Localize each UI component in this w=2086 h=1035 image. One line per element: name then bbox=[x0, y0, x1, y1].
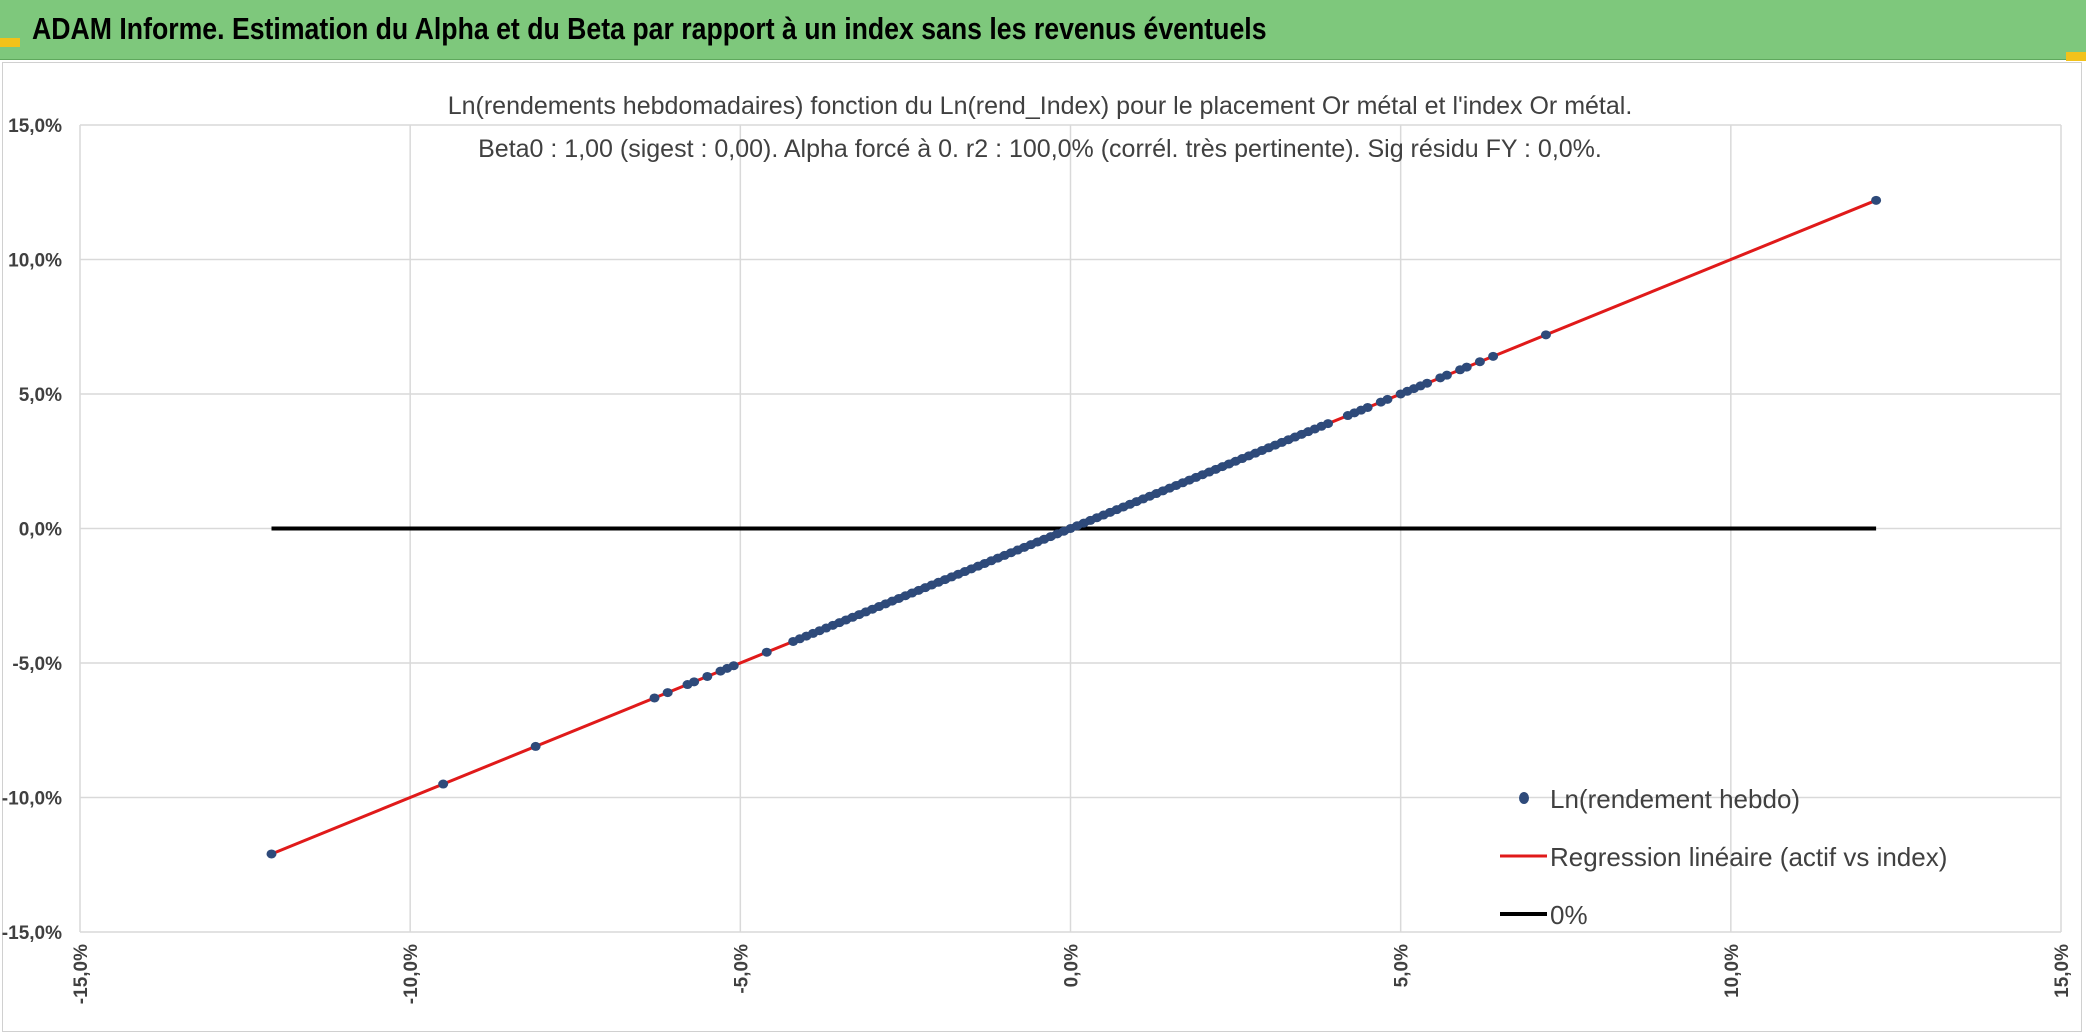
chart-legend: Ln(rendement hebdo) Regression linéaire (… bbox=[1500, 784, 1947, 930]
y-tick-label: 15,0% bbox=[8, 116, 62, 137]
data-point bbox=[1362, 402, 1373, 412]
chart-title: Ln(rendements hebdomadaires) fonction du… bbox=[448, 92, 1633, 163]
corner-marker-right bbox=[2066, 52, 2086, 61]
data-point bbox=[1422, 378, 1433, 388]
data-point bbox=[689, 677, 700, 687]
x-tick-label: 10,0% bbox=[1722, 944, 1743, 998]
x-tick-label: -5,0% bbox=[731, 944, 752, 994]
x-tick-label: 15,0% bbox=[2052, 944, 2073, 998]
chart-series bbox=[266, 195, 1882, 859]
data-point bbox=[662, 688, 673, 698]
data-point bbox=[1488, 351, 1499, 361]
chart-area bbox=[2, 62, 2082, 1032]
data-point bbox=[438, 779, 449, 789]
y-tick-label: 5,0% bbox=[19, 385, 62, 406]
y-tick-label: -5,0% bbox=[12, 654, 62, 675]
legend-label: 0% bbox=[1550, 900, 1588, 930]
data-point bbox=[649, 693, 660, 703]
y-tick-label: 0,0% bbox=[19, 520, 62, 541]
report-header: ADAM Informe. Estimation du Alpha et du … bbox=[0, 0, 2086, 60]
x-tick-label: -15,0% bbox=[71, 944, 92, 1004]
x-tick-label: 0,0% bbox=[1062, 944, 1083, 987]
x-tick-label: 5,0% bbox=[1392, 944, 1413, 987]
chart-title-line-2: Beta0 : 1,00 (sigest : 0,00). Alpha forc… bbox=[478, 135, 1602, 163]
data-point bbox=[1540, 330, 1551, 340]
legend-marker-scatter bbox=[1519, 792, 1529, 804]
data-point bbox=[1382, 394, 1393, 404]
data-point bbox=[761, 647, 772, 657]
data-point bbox=[1871, 195, 1882, 205]
y-tick-label: -15,0% bbox=[2, 923, 62, 944]
data-point bbox=[1474, 357, 1485, 367]
y-tick-label: 10,0% bbox=[8, 251, 62, 272]
data-point bbox=[1461, 362, 1472, 372]
data-point bbox=[728, 661, 739, 671]
y-tick-label: -10,0% bbox=[2, 789, 62, 810]
data-point bbox=[1323, 419, 1334, 429]
chart-title-line-1: Ln(rendements hebdomadaires) fonction du… bbox=[448, 92, 1633, 120]
legend-label: Ln(rendement hebdo) bbox=[1550, 784, 1800, 814]
data-point bbox=[1441, 370, 1452, 380]
report-title: ADAM Informe. Estimation du Alpha et du … bbox=[32, 11, 1267, 46]
data-point bbox=[266, 849, 277, 859]
axis-tick-labels: -15,0% -10,0% -5,0% 0,0% 5,0% 10,0% 15,0% -15,0… bbox=[2, 116, 2073, 1004]
x-tick-label: -10,0% bbox=[401, 944, 422, 1004]
data-point bbox=[530, 741, 541, 751]
corner-marker-left bbox=[0, 38, 20, 47]
legend-label: Regression linéaire (actif vs index) bbox=[1550, 842, 1947, 872]
data-point bbox=[702, 671, 713, 681]
